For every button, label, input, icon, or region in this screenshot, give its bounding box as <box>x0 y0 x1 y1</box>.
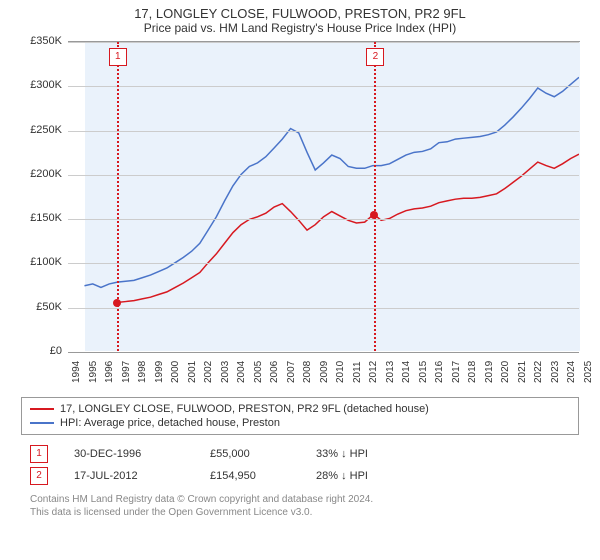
x-tick-label: 1995 <box>88 361 92 383</box>
x-tick-label: 2009 <box>319 361 323 383</box>
x-tick-label: 2020 <box>500 361 504 383</box>
x-tick-label: 2022 <box>533 361 537 383</box>
sale-date: 30-DEC-1996 <box>74 448 184 460</box>
sale-diff: 28% ↓ HPI <box>316 470 368 482</box>
x-tick-label: 1998 <box>137 361 141 383</box>
chart-title-address: 17, LONGLEY CLOSE, FULWOOD, PRESTON, PR2… <box>0 6 600 21</box>
x-tick-label: 2012 <box>368 361 372 383</box>
y-tick-label: £250K <box>22 124 62 136</box>
sales-table: 1 30-DEC-1996 £55,000 33% ↓ HPI 2 17-JUL-2012… <box>30 443 570 487</box>
x-tick-label: 2015 <box>418 361 422 383</box>
sale-index-badge: 1 <box>30 445 48 463</box>
y-tick-label: £0 <box>22 345 62 357</box>
legend-label: HPI: Average price, detached house, Pres… <box>60 417 280 429</box>
plot-area: 12 <box>68 41 580 351</box>
sale-point-dot <box>113 299 121 307</box>
x-axis-labels: 1994 1995 1996 1997 1998 1999 2000 2001 2002 2003… <box>68 351 580 391</box>
legend-item: 17, LONGLEY CLOSE, FULWOOD, PRESTON, PR2… <box>30 402 570 416</box>
sale-row: 2 17-JUL-2012 £154,950 28% ↓ HPI <box>30 465 570 487</box>
y-tick-label: £200K <box>22 168 62 180</box>
sale-marker-line <box>374 42 376 351</box>
x-tick-label: 2021 <box>517 361 521 383</box>
y-tick-label: £300K <box>22 79 62 91</box>
x-tick-label: 2013 <box>385 361 389 383</box>
sale-row: 1 30-DEC-1996 £55,000 33% ↓ HPI <box>30 443 570 465</box>
price-chart: £0£50K£100K£150K£200K£250K£300K£350K 12 … <box>20 41 580 391</box>
x-tick-label: 2018 <box>467 361 471 383</box>
footer-line2: This data is licensed under the Open Gov… <box>30 506 570 519</box>
legend-box: 17, LONGLEY CLOSE, FULWOOD, PRESTON, PR2… <box>21 397 579 435</box>
y-axis-labels: £0£50K£100K£150K£200K£250K£300K£350K <box>20 41 64 391</box>
x-tick-label: 2005 <box>253 361 257 383</box>
y-tick-label: £150K <box>22 212 62 224</box>
footer-attribution: Contains HM Land Registry data © Crown c… <box>30 493 570 519</box>
x-tick-label: 2011 <box>352 361 356 383</box>
x-tick-label: 2010 <box>335 361 339 383</box>
x-tick-label: 2001 <box>187 361 191 383</box>
x-tick-label: 2014 <box>401 361 405 383</box>
x-tick-label: 2000 <box>170 361 174 383</box>
sale-date: 17-JUL-2012 <box>74 470 184 482</box>
x-tick-label: 2002 <box>203 361 207 383</box>
sale-diff: 33% ↓ HPI <box>316 448 368 460</box>
chart-title-subtitle: Price paid vs. HM Land Registry's House … <box>0 21 600 35</box>
plot-inner: 12 <box>68 42 579 351</box>
sale-marker-badge: 1 <box>109 48 127 66</box>
sale-point-dot <box>370 211 378 219</box>
x-tick-label: 2016 <box>434 361 438 383</box>
x-tick-label: 2025 <box>583 361 587 383</box>
legend-swatch <box>30 422 54 424</box>
x-tick-label: 2003 <box>220 361 224 383</box>
sale-price: £55,000 <box>210 448 290 460</box>
y-tick-label: £350K <box>22 35 62 47</box>
x-tick-label: 1997 <box>121 361 125 383</box>
sale-price: £154,950 <box>210 470 290 482</box>
y-tick-label: £50K <box>22 301 62 313</box>
x-tick-label: 2006 <box>269 361 273 383</box>
legend-label: 17, LONGLEY CLOSE, FULWOOD, PRESTON, PR2… <box>60 403 429 415</box>
x-tick-label: 1996 <box>104 361 108 383</box>
legend-item: HPI: Average price, detached house, Pres… <box>30 416 570 430</box>
sale-marker-badge: 2 <box>366 48 384 66</box>
x-tick-label: 2004 <box>236 361 240 383</box>
sale-index-badge: 2 <box>30 467 48 485</box>
x-tick-label: 2007 <box>286 361 290 383</box>
x-tick-label: 2023 <box>550 361 554 383</box>
x-tick-label: 1999 <box>154 361 158 383</box>
chart-header: 17, LONGLEY CLOSE, FULWOOD, PRESTON, PR2… <box>0 0 600 37</box>
y-tick-label: £100K <box>22 256 62 268</box>
x-tick-label: 2024 <box>566 361 570 383</box>
x-tick-label: 1994 <box>71 361 75 383</box>
x-tick-label: 2008 <box>302 361 306 383</box>
footer-line1: Contains HM Land Registry data © Crown c… <box>30 493 570 506</box>
x-tick-label: 2017 <box>451 361 455 383</box>
x-tick-label: 2019 <box>484 361 488 383</box>
series-svg <box>68 42 579 351</box>
legend-swatch <box>30 408 54 410</box>
